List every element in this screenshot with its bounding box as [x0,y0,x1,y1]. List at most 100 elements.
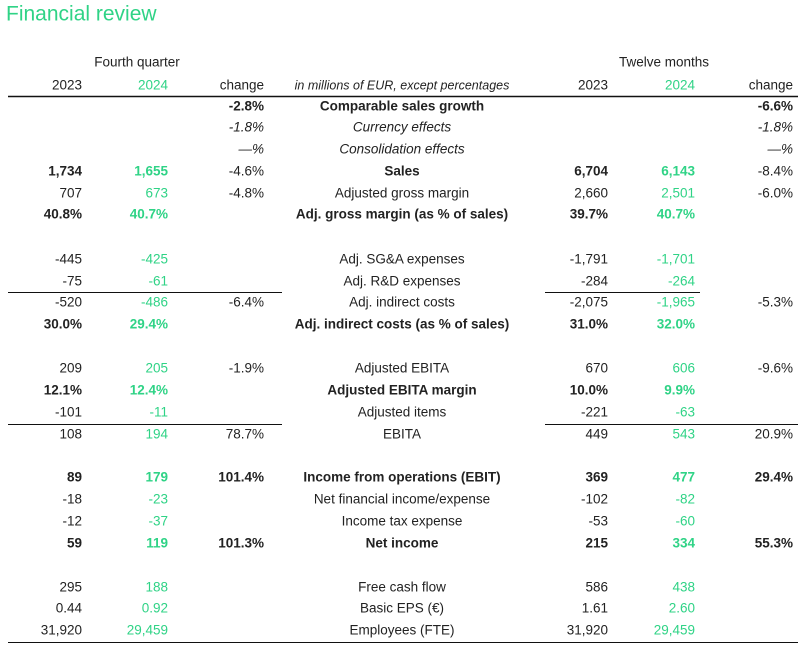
cell-value: 295 [59,580,82,595]
cell-value: 119 [146,536,168,551]
row-label: Adj. indirect costs (as % of sales) [295,317,510,332]
cell-value: -6.4% [229,295,264,310]
cell-value: 32.0% [657,317,695,332]
cell-value: -1,965 [657,295,695,310]
column-header: 2023 [52,78,82,93]
cell-value: -53 [588,514,608,529]
row-label: Adj. indirect costs [349,295,455,310]
cell-value: 108 [59,427,82,442]
cell-value: 449 [585,427,608,442]
column-header: in millions of EUR, except percentages [295,78,510,92]
row-label: EBITA [383,427,421,442]
cell-value: -8.4% [758,164,793,179]
cell-value: 179 [145,470,168,485]
cell-value: 29.4% [130,317,168,332]
page-title: Financial review [6,3,157,26]
row-label: Adj. SG&A expenses [339,252,465,267]
cell-value: 209 [59,361,82,376]
cell-value: 78.7% [226,427,264,442]
cell-value: -60 [675,514,695,529]
column-header: 2024 [138,78,169,93]
group-header: Twelve months [619,55,709,70]
row-label: Income from operations (EBIT) [303,470,500,485]
cell-value: 334 [672,536,695,551]
cell-value: 369 [585,470,608,485]
cell-value: -63 [675,405,695,420]
cell-value: 31,920 [41,623,82,638]
cell-value: 1,655 [134,164,168,179]
cell-value: 2.60 [669,601,695,616]
cell-value: -4.8% [229,186,264,201]
cell-value: 39.7% [570,207,608,222]
row-label: Adj. gross margin (as % of sales) [296,207,508,222]
column-header: 2023 [578,78,608,93]
cell-value: 31.0% [570,317,608,332]
cell-value: -2,075 [570,295,608,310]
cell-value: -445 [55,252,82,267]
row-label: Income tax expense [342,514,463,529]
cell-value: -520 [55,295,82,310]
row-label: Adjusted EBITA [355,361,449,376]
cell-value: 670 [585,361,608,376]
cell-value: -37 [148,514,168,529]
cell-value: -486 [141,295,168,310]
cell-value: -425 [141,252,168,267]
cell-value: -1.8% [229,120,264,135]
cell-value: 101.3% [218,536,264,551]
cell-value: -11 [149,405,168,420]
row-label: Employees (FTE) [349,623,454,638]
cell-value: -6.6% [758,99,793,114]
cell-value: 89 [67,470,82,485]
cell-value: -61 [148,274,168,289]
row-label: Currency effects [353,120,452,135]
row-label: Consolidation effects [339,142,465,157]
cell-value: -102 [581,492,608,507]
cell-value: 673 [145,186,168,201]
row-label: Free cash flow [358,580,446,595]
cell-value: 29.4% [755,470,793,485]
cell-value: 477 [672,470,695,485]
cell-value: 59 [67,536,82,551]
cell-value: 30.0% [44,317,82,332]
row-label: Adj. R&D expenses [343,274,460,289]
row-label: Net income [366,536,439,551]
cell-value: 12.4% [130,383,168,398]
cell-value: 188 [145,580,168,595]
cell-value: 438 [672,580,695,595]
row-label: Adjusted EBITA margin [327,383,476,398]
cell-value: -284 [581,274,609,289]
cell-value: -75 [62,274,82,289]
cell-value: -6.0% [758,186,793,201]
cell-value: 9.9% [664,383,695,398]
row-label: Basic EPS (€) [360,601,444,616]
cell-value: 10.0% [570,383,608,398]
cell-value: —% [766,142,793,157]
cell-value: 215 [585,536,608,551]
cell-value: -18 [62,492,82,507]
cell-value: -9.6% [758,361,793,376]
cell-value: 12.1% [44,383,82,398]
cell-value: 40.8% [44,207,82,222]
cell-value: -221 [581,405,608,420]
cell-value: —% [237,142,264,157]
column-header: change [749,78,793,93]
cell-value: 29,459 [127,623,168,638]
cell-value: -1,791 [570,252,608,267]
cell-value: 31,920 [567,623,608,638]
cell-value: -1.8% [758,120,793,135]
cell-value: 29,459 [654,623,695,638]
cell-value: 0.44 [56,601,83,616]
row-label: Sales [384,164,419,179]
cell-value: -264 [668,274,696,289]
cell-value: 1,734 [48,164,82,179]
cell-value: 6,143 [661,164,695,179]
group-header: Fourth quarter [94,55,180,70]
cell-value: 586 [585,580,608,595]
cell-value: 2,660 [574,186,608,201]
cell-value: 194 [145,427,168,442]
cell-value: 20.9% [755,427,793,442]
cell-value: 0.92 [142,601,168,616]
cell-value: 2,501 [661,186,695,201]
cell-value: -2.8% [229,99,264,114]
